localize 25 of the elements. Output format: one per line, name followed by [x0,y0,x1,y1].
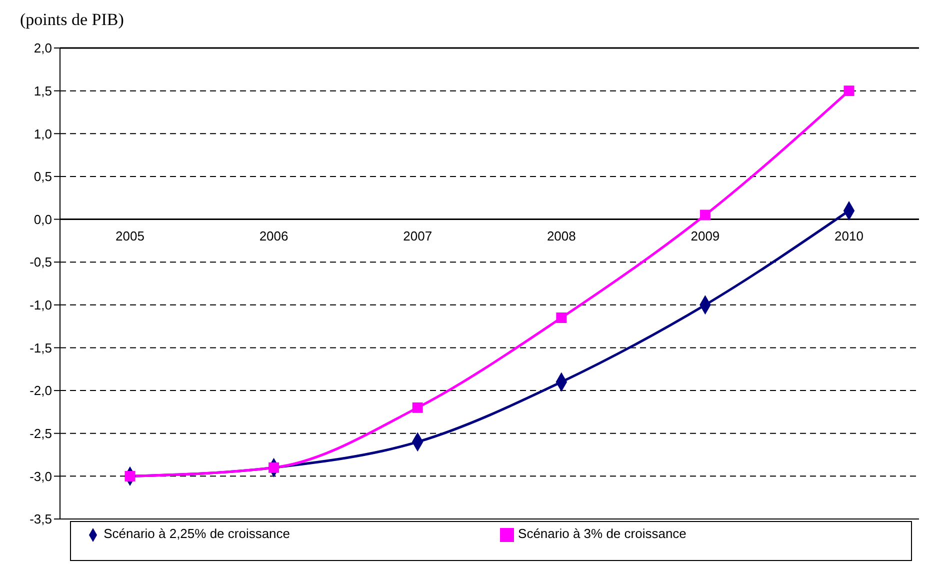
y-tick-label: -2,0 [30,383,52,398]
x-tick-label: 2007 [403,228,432,244]
point [412,402,423,413]
point [844,86,854,96]
legend-label: Scénario à 2,25% de croissance [104,526,290,541]
y-tick-label: -3,0 [30,468,52,484]
y-tick-label: -3,5 [30,512,52,527]
y-axis-title: (points de PIB) [20,10,124,30]
legend-label: Scénario à 3% de croissance [518,526,686,541]
x-tick-label: 2006 [259,228,288,244]
x-tick-label: 2008 [546,228,576,244]
x-tick-label: 2009 [690,228,720,244]
y-tick-label: -0,5 [30,254,52,270]
x-tick-label: 2010 [834,228,864,244]
y-tick-label: 1,5 [34,83,52,98]
x-tick-label: 2005 [116,228,144,244]
y-tick-label: -1,0 [30,298,52,313]
y-tick-label: 0,0 [34,212,52,227]
y-tick-label: -2,5 [30,426,52,441]
y-tick-label: 2,0 [34,40,52,56]
point [700,210,710,220]
y-tick-label: 0,5 [34,169,52,184]
y-tick-label: -1,5 [30,340,52,356]
y-tick-label: 1,0 [34,126,52,142]
point [556,312,567,323]
